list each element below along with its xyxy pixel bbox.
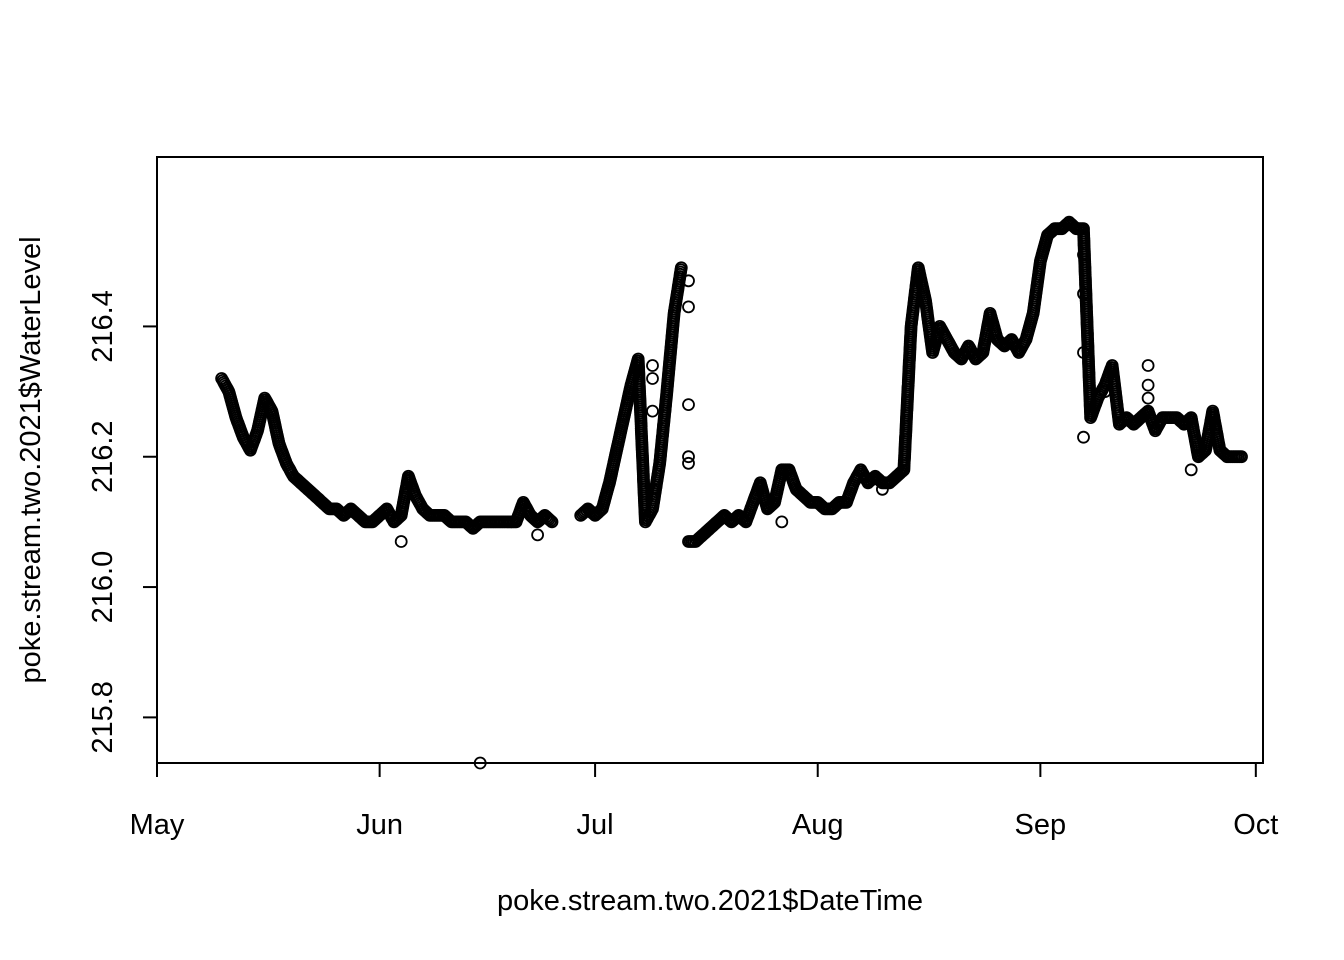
data-point [682,456,695,470]
data-point [682,450,695,464]
plot-frame [156,156,1264,764]
data-point [1141,391,1155,405]
y-tick-label: 216.4 [87,290,119,363]
data-point [545,515,559,529]
x-tick-label: Jun [356,809,403,841]
data-point [682,274,695,288]
data-point [682,398,695,412]
data-point [1077,287,1090,301]
y-tick-label: 216.0 [87,551,119,624]
data-point [394,535,408,548]
data-point [682,300,695,314]
x-tick-label: Sep [1015,809,1067,841]
data-point [674,261,688,275]
data-point [544,514,557,527]
data-point [876,482,889,496]
data-point [1077,346,1090,359]
x-axis-title: poke.stream.two.2021$DateTime [497,885,923,917]
data-point [646,482,659,496]
x-tick-label: Oct [1233,809,1278,841]
data-point [531,528,544,542]
data-point [1098,385,1112,399]
data-point [646,404,659,418]
x-tick-label: Jul [577,809,614,841]
data-point [541,511,555,525]
data-point [1184,463,1198,477]
data-points [215,215,1248,770]
data-point [646,359,659,372]
y-tick-label: 215.8 [87,681,119,754]
x-tick-label: May [130,809,185,841]
y-axis: 215.8 216.0 216.2 216.4 [87,290,158,754]
data-point [775,515,789,529]
x-tick-label: Aug [792,809,844,841]
data-point [1077,430,1090,444]
data-point [1141,359,1155,372]
data-point [1077,248,1090,262]
data-point [646,372,659,385]
data-point [1235,450,1248,464]
data-point [1141,378,1155,392]
x-axis: May Jun Jul Aug Sep Oct [130,762,1278,841]
data-point [542,512,556,526]
y-tick-label: 216.2 [87,420,119,493]
y-axis-title: poke.stream.two.2021$WaterLevel [15,236,47,683]
